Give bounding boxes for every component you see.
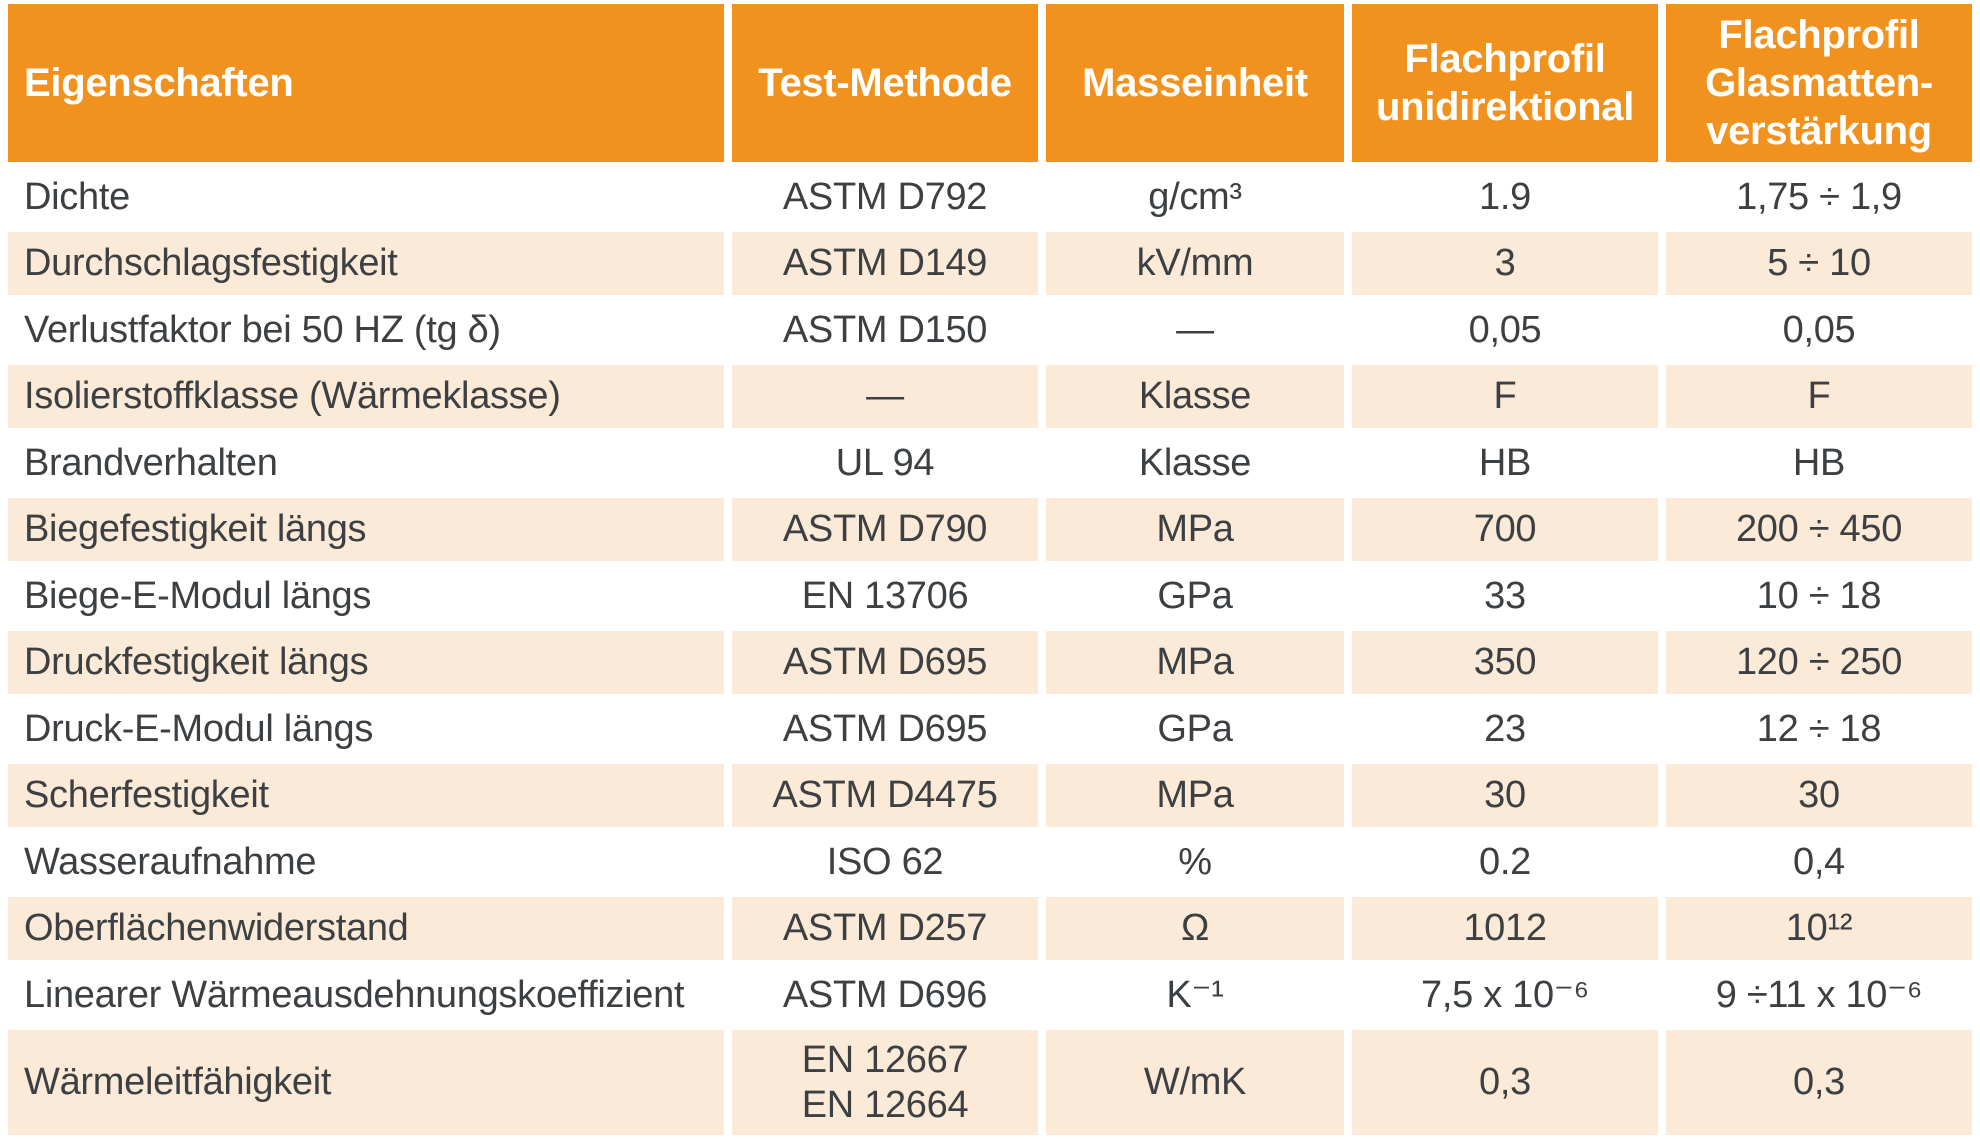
unidirectional-value-cell: HB <box>1352 431 1658 495</box>
unit-cell: kV/mm <box>1046 232 1344 295</box>
unit-cell: K⁻¹ <box>1046 963 1344 1027</box>
property-name-cell: Isolierstoffklasse (Wärmeklasse) <box>8 365 724 428</box>
unidirectional-value-cell: 1.9 <box>1352 166 1658 229</box>
table-row: Linearer Wärmeausdehnungskoeffizient ASTM… <box>8 963 1972 1027</box>
property-name-cell: Verlustfaktor bei 50 HZ (tg δ) <box>8 298 724 362</box>
unidirectional-value-cell: 0,05 <box>1352 298 1658 362</box>
unidirectional-value-cell: 1012 <box>1352 897 1658 960</box>
unit-cell: Klasse <box>1046 365 1344 428</box>
column-header-masseinheit: Masseinheit <box>1046 4 1344 162</box>
test-method-cell: ASTM D695 <box>732 631 1038 694</box>
table-row: Oberflächenwiderstand ASTM D257 Ω 1012 10¹² <box>8 897 1972 960</box>
column-header-flachprofil-glasmatten: Flachprofil Glasmatten- verstärkung <box>1666 4 1972 162</box>
property-name-cell: Biege-E-Modul längs <box>8 564 724 628</box>
unidirectional-value-cell: 7,5 x 10⁻⁶ <box>1352 963 1658 1027</box>
unit-cell: MPa <box>1046 764 1344 827</box>
test-method-cell: ASTM D149 <box>732 232 1038 295</box>
table-row: Scherfestigkeit ASTM D4475 MPa 30 30 <box>8 764 1972 827</box>
table-row: Verlustfaktor bei 50 HZ (tg δ) ASTM D150—… <box>8 298 1972 362</box>
test-method-cell: ASTM D257 <box>732 897 1038 960</box>
unidirectional-value-cell: 0,3 <box>1352 1030 1658 1135</box>
glassmat-value-cell: 10¹² <box>1666 897 1972 960</box>
test-method-cell: ASTM D792 <box>732 166 1038 229</box>
property-name-cell: Brandverhalten <box>8 431 724 495</box>
property-name-cell: Wärmeleitfähigkeit <box>8 1030 724 1135</box>
glassmat-value-cell: 30 <box>1666 764 1972 827</box>
unit-cell: g/cm³ <box>1046 166 1344 229</box>
table-row: Wärmeleitfähigkeit EN 12667 EN 12664 W/mK 0… <box>8 1030 1972 1135</box>
table-row: Isolierstoffklasse (Wärmeklasse) — Klasse F… <box>8 365 1972 428</box>
glassmat-value-cell: HB <box>1666 431 1972 495</box>
header-row: Eigenschaften Test-Methode Masseinheit F… <box>8 4 1972 162</box>
glassmat-value-cell: F <box>1666 365 1972 428</box>
test-method-cell: — <box>732 365 1038 428</box>
unit-cell: GPa <box>1046 697 1344 761</box>
glassmat-value-cell: 12 ÷ 18 <box>1666 697 1972 761</box>
unidirectional-value-cell: 33 <box>1352 564 1658 628</box>
glassmat-value-cell: 5 ÷ 10 <box>1666 232 1972 295</box>
unidirectional-value-cell: 30 <box>1352 764 1658 827</box>
unit-cell: MPa <box>1046 631 1344 694</box>
property-name-cell: Druck-E-Modul längs <box>8 697 724 761</box>
glassmat-value-cell: 120 ÷ 250 <box>1666 631 1972 694</box>
unidirectional-value-cell: 23 <box>1352 697 1658 761</box>
table-body: Dichte ASTM D792 g/cm³ 1.9 1,75 ÷ 1,9 Durchsc… <box>8 166 1972 1135</box>
glassmat-value-cell: 9 ÷11 x 10⁻⁶ <box>1666 963 1972 1027</box>
glassmat-value-cell: 1,75 ÷ 1,9 <box>1666 166 1972 229</box>
unit-cell: W/mK <box>1046 1030 1344 1135</box>
unidirectional-value-cell: 350 <box>1352 631 1658 694</box>
test-method-cell: EN 13706 <box>732 564 1038 628</box>
table-row: Biege-E-Modul längs EN 13706 GPa 33 10 ÷ 18 <box>8 564 1972 628</box>
property-name-cell: Dichte <box>8 166 724 229</box>
test-method-cell: EN 12667 EN 12664 <box>732 1030 1038 1135</box>
table-row: Durchschlagsfestigkeit ASTM D149 kV/mm 3 5 ÷… <box>8 232 1972 295</box>
column-header-eigenschaften: Eigenschaften <box>8 4 724 162</box>
unidirectional-value-cell: 3 <box>1352 232 1658 295</box>
test-method-cell: ASTM D4475 <box>732 764 1038 827</box>
glassmat-value-cell: 0,4 <box>1666 830 1972 894</box>
glassmat-value-cell: 0,3 <box>1666 1030 1972 1135</box>
property-name-cell: Druckfestigkeit längs <box>8 631 724 694</box>
glassmat-value-cell: 10 ÷ 18 <box>1666 564 1972 628</box>
table-row: Biegefestigkeit längs ASTM D790 MPa 700 200 … <box>8 498 1972 561</box>
property-name-cell: Wasseraufnahme <box>8 830 724 894</box>
property-name-cell: Durchschlagsfestigkeit <box>8 232 724 295</box>
glassmat-value-cell: 200 ÷ 450 <box>1666 498 1972 561</box>
column-header-test-methode: Test-Methode <box>732 4 1038 162</box>
table-header: Eigenschaften Test-Methode Masseinheit F… <box>8 4 1972 162</box>
property-name-cell: Biegefestigkeit längs <box>8 498 724 561</box>
table-row: Wasseraufnahme ISO 62% 0.2 0,4 <box>8 830 1972 894</box>
property-name-cell: Scherfestigkeit <box>8 764 724 827</box>
unidirectional-value-cell: 0.2 <box>1352 830 1658 894</box>
test-method-cell: UL 94 <box>732 431 1038 495</box>
column-header-flachprofil-unidirektional: Flachprofil unidirektional <box>1352 4 1658 162</box>
property-name-cell: Oberflächenwiderstand <box>8 897 724 960</box>
unit-cell: — <box>1046 298 1344 362</box>
test-method-cell: ASTM D790 <box>732 498 1038 561</box>
unidirectional-value-cell: 700 <box>1352 498 1658 561</box>
table-row: Druckfestigkeit längs ASTM D695 MPa 350 120 … <box>8 631 1972 694</box>
unidirectional-value-cell: F <box>1352 365 1658 428</box>
unit-cell: GPa <box>1046 564 1344 628</box>
unit-cell: MPa <box>1046 498 1344 561</box>
test-method-cell: ISO 62 <box>732 830 1038 894</box>
table-row: Brandverhalten UL 94 Klasse HB HB <box>8 431 1972 495</box>
unit-cell: Klasse <box>1046 431 1344 495</box>
table-row: Druck-E-Modul längs ASTM D695 GPa 23 12 ÷ 18 <box>8 697 1972 761</box>
test-method-cell: ASTM D696 <box>732 963 1038 1027</box>
unit-cell: Ω <box>1046 897 1344 960</box>
test-method-cell: ASTM D695 <box>732 697 1038 761</box>
table-row: Dichte ASTM D792 g/cm³ 1.9 1,75 ÷ 1,9 <box>8 166 1972 229</box>
glassmat-value-cell: 0,05 <box>1666 298 1972 362</box>
test-method-cell: ASTM D150 <box>732 298 1038 362</box>
unit-cell: % <box>1046 830 1344 894</box>
property-name-cell: Linearer Wärmeausdehnungskoeffizient <box>8 963 724 1027</box>
